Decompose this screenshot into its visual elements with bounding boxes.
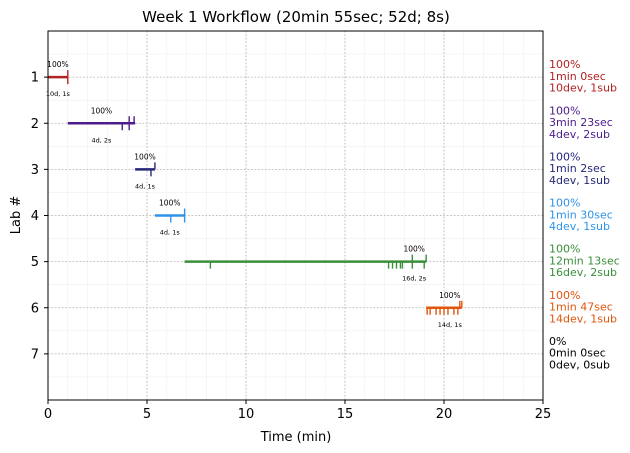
y-axis-label: Lab # [9, 196, 24, 235]
x-tick-label: 20 [436, 407, 453, 422]
y-tick-label: 2 [31, 117, 39, 132]
lab-6-percent-label: 100% [439, 291, 460, 300]
lab-5-summary-line: 12min 13sec [549, 254, 620, 267]
lab-5-summary-line: 100% [549, 243, 580, 256]
x-axis-label: Time (min) [260, 430, 332, 445]
lab-4-summary-line: 4dev, 1sub [549, 220, 610, 233]
lab-4-summary-line: 1min 30sec [549, 208, 613, 221]
lab-1-summary-line: 10dev, 1sub [549, 82, 617, 95]
lab-2-summary-line: 100% [549, 104, 580, 117]
lab-4-percent-label: 100% [159, 199, 180, 208]
lab-1-timeline: 100% 10d, 1s [46, 60, 71, 98]
lab-6-summary-line: 14dev, 1sub [549, 312, 617, 325]
x-tick-label: 25 [535, 407, 552, 422]
lab-7-summary-line: 0dev, 0sub [549, 358, 610, 371]
grid [47, 30, 544, 401]
lab-3-count-label: 4d, 1s [135, 182, 156, 190]
y-tick-label: 1 [31, 71, 39, 86]
chart-title: Week 1 Workflow (20min 55sec; 52d; 8s) [142, 8, 450, 26]
x-axis-ticks: 0 5 10 15 20 25 [44, 400, 551, 422]
lab-3-summary-line: 100% [549, 150, 580, 163]
lab-7-summary-line: 0% [549, 335, 566, 348]
x-tick-label: 5 [143, 407, 151, 422]
lab-1-percent-label: 100% [47, 60, 68, 69]
x-tick-label: 10 [238, 407, 255, 422]
y-tick-label: 3 [31, 163, 39, 178]
lab-6-summary-line: 1min 47sec [549, 301, 613, 314]
lab-2-summary-line: 3min 23sec [549, 116, 613, 129]
lab-3-timeline: 100% 4d, 1s [134, 152, 155, 190]
lab-4-count-label: 4d, 1s [160, 229, 181, 237]
lab-5-summary-line: 16dev, 2sub [549, 266, 617, 279]
lab-1-summary-line: 100% [549, 58, 580, 71]
lab-4-timeline: 100% 4d, 1s [154, 199, 186, 237]
lab-5-count-label: 16d, 2s [402, 275, 427, 283]
x-tick-label: 0 [44, 407, 52, 422]
lab-3-summary-line: 1min 2sec [549, 162, 606, 175]
lab-5-percent-label: 100% [403, 245, 424, 254]
lab-2-timeline: 100% 4d, 2s [67, 106, 136, 144]
lab-bars: 100% 10d, 1s 100% 4d, 2s 100% 4d, 1s 100% 4d, 1… [46, 60, 463, 329]
lab-6-count-label: 14d, 1s [438, 321, 463, 329]
y-tick-label: 6 [31, 301, 39, 316]
x-tick-label: 15 [337, 407, 354, 422]
lab-3-percent-label: 100% [134, 152, 155, 161]
lab-1-summary-line: 1min 0sec [549, 70, 606, 83]
lab-2-count-label: 4d, 2s [91, 136, 112, 144]
y-tick-label: 5 [31, 255, 39, 270]
lab-2-summary-line: 4dev, 2sub [549, 128, 610, 141]
lab-3-summary-line: 4dev, 1sub [549, 174, 610, 187]
y-tick-label: 4 [31, 209, 39, 224]
lab-5-timeline: 100% 16d, 2s [184, 245, 427, 283]
lab-6-timeline: 100% 14d, 1s [426, 291, 463, 329]
lab-4-summary-line: 100% [549, 197, 580, 210]
y-tick-label: 7 [31, 347, 39, 362]
lab-7-summary-line: 0min 0sec [549, 347, 606, 360]
lab-2-percent-label: 100% [91, 106, 112, 115]
lab-6-summary-line: 100% [549, 289, 580, 302]
lab-1-count-label: 10d, 1s [46, 90, 71, 98]
y-axis-ticks: 1 2 3 4 5 6 7 [31, 71, 48, 362]
